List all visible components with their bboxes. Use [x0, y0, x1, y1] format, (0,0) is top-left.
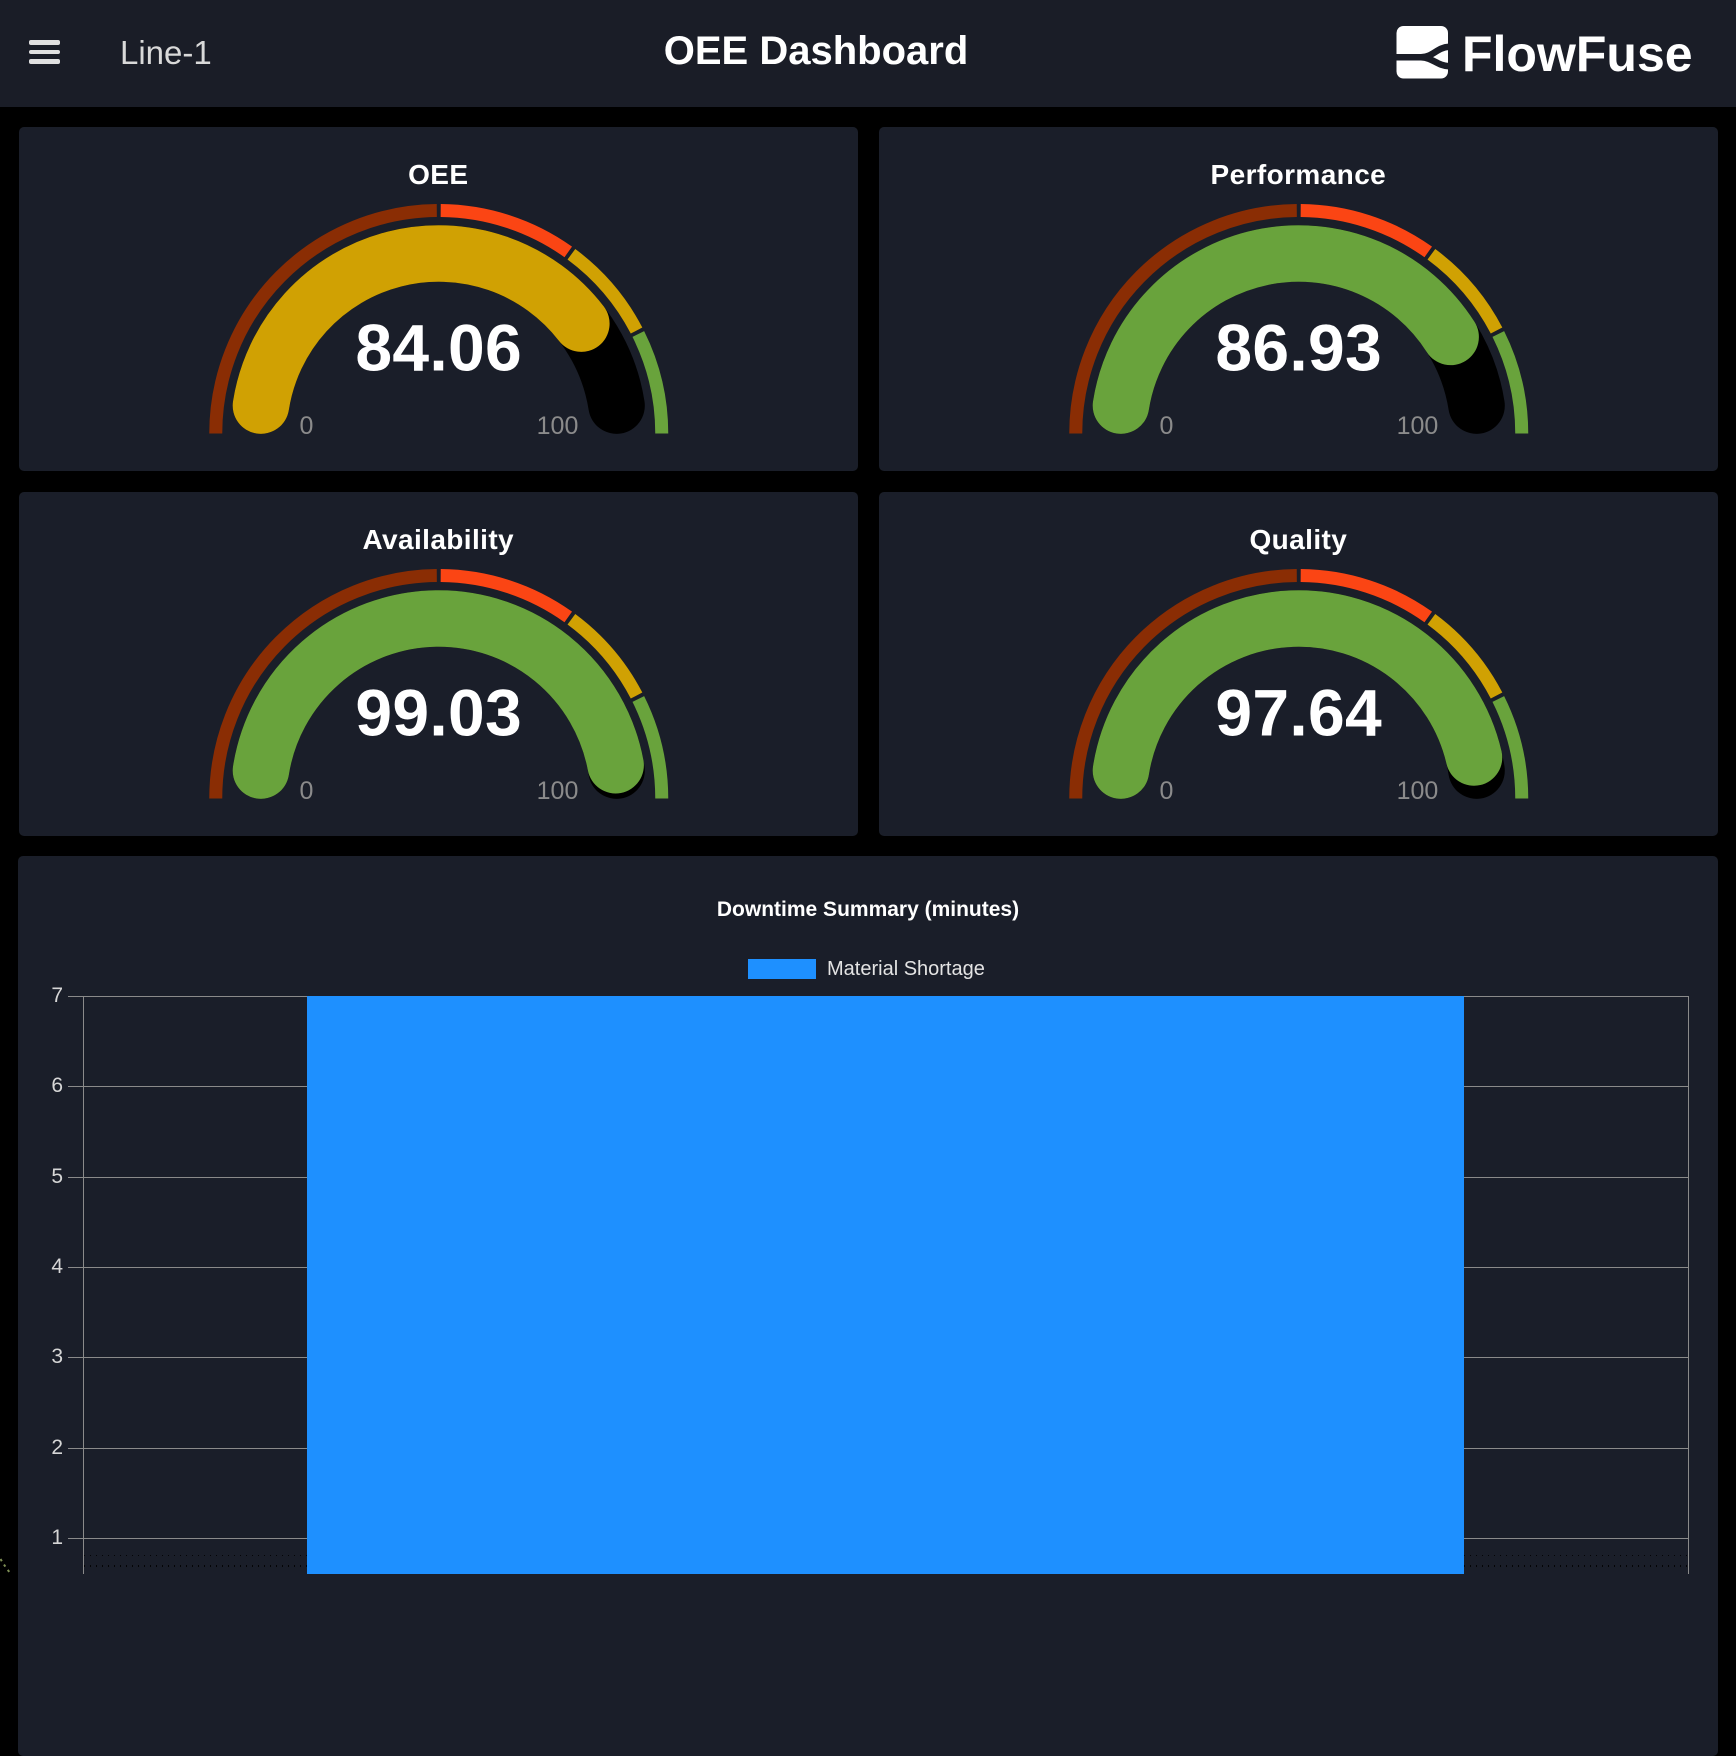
svg-text:0: 0 [1160, 411, 1174, 439]
svg-text:86.93: 86.93 [1215, 310, 1382, 384]
svg-text:0: 0 [299, 777, 313, 805]
svg-text:100: 100 [1397, 776, 1439, 804]
svg-text:84.06: 84.06 [355, 310, 522, 384]
svg-text:97.64: 97.64 [1215, 675, 1382, 749]
svg-text:100: 100 [536, 777, 578, 805]
svg-text:100: 100 [1397, 411, 1439, 439]
svg-text:0: 0 [299, 412, 313, 440]
svg-text:0: 0 [1160, 776, 1174, 804]
svg-text:99.03: 99.03 [355, 675, 522, 749]
svg-text:FlowFuse: FlowFuse [1462, 26, 1693, 82]
svg-text:100: 100 [536, 412, 578, 440]
